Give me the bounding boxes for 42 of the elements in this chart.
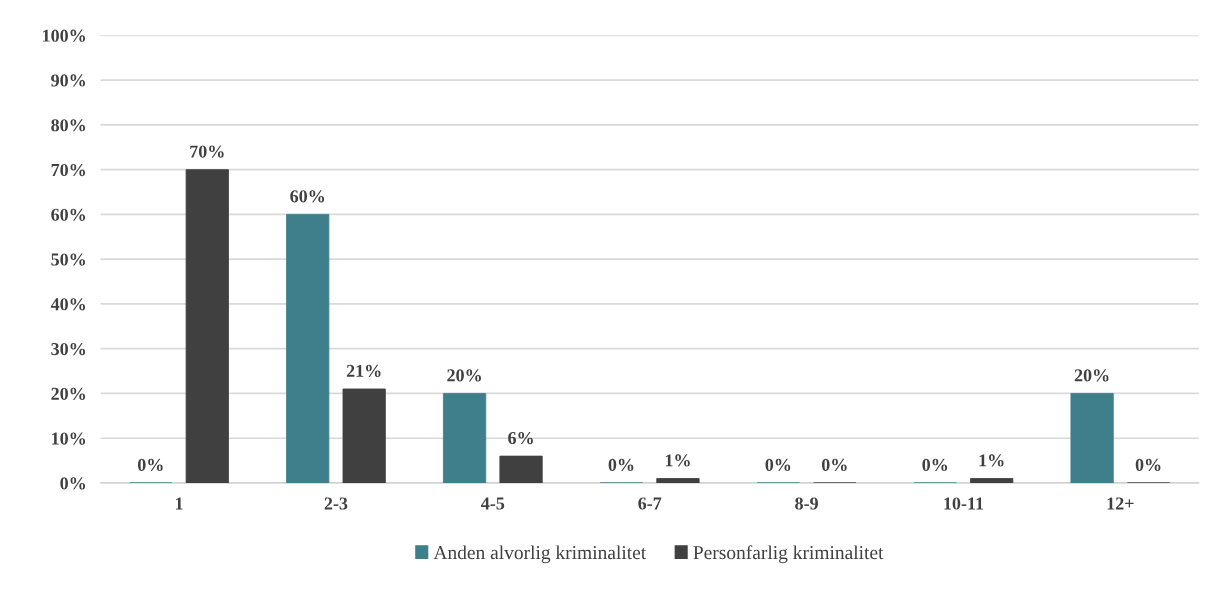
y-tick-label: 60% [51, 208, 86, 221]
y-tick-label: 50% [51, 253, 86, 266]
y-tick-label: 70% [51, 163, 86, 177]
x-tick-label: 8-9 [795, 497, 818, 510]
bar [499, 455, 543, 483]
bar [442, 393, 487, 483]
data-label: 6% [508, 431, 533, 445]
x-tick-label: 4-5 [481, 497, 505, 510]
data-label: 20% [447, 369, 481, 382]
y-tick-label: 90% [51, 74, 86, 87]
y-tick-label: 10% [52, 432, 86, 445]
data-label: 0% [608, 458, 634, 472]
data-label: 0% [765, 458, 791, 472]
legend-label: Personfarlig kriminalitet [693, 545, 884, 564]
legend-label: Anden alvorlig kriminalitet [433, 545, 647, 564]
bar [656, 478, 700, 483]
data-label: 60% [290, 190, 325, 203]
data-label: 0% [137, 458, 163, 472]
bar [342, 388, 386, 483]
data-label: 0% [1135, 458, 1161, 472]
x-tick-label: 6-7 [638, 497, 662, 510]
y-tick-label: 20% [51, 387, 86, 400]
bar [286, 213, 330, 483]
bar [970, 478, 1014, 483]
data-label: 20% [1074, 369, 1109, 382]
y-tick-label: 30% [51, 342, 86, 356]
data-label: 0% [922, 458, 948, 472]
x-tick-label: 12+ [1107, 497, 1134, 510]
y-tick-label: 100% [43, 29, 86, 42]
data-label: 1% [979, 454, 1004, 467]
data-label: 21% [346, 364, 381, 378]
x-tick-label: 2-3 [324, 497, 348, 510]
data-label: 1% [665, 454, 690, 467]
bar [185, 169, 229, 483]
y-tick-label: 0% [60, 477, 86, 490]
y-tick-label: 80% [51, 119, 86, 132]
bar [1070, 393, 1114, 483]
y-tick-label: 40% [50, 298, 86, 311]
data-label: 70% [190, 145, 224, 158]
data-label: 0% [821, 458, 847, 472]
x-tick-label: 10-11 [944, 497, 984, 510]
x-tick-label: 1 [175, 497, 183, 510]
